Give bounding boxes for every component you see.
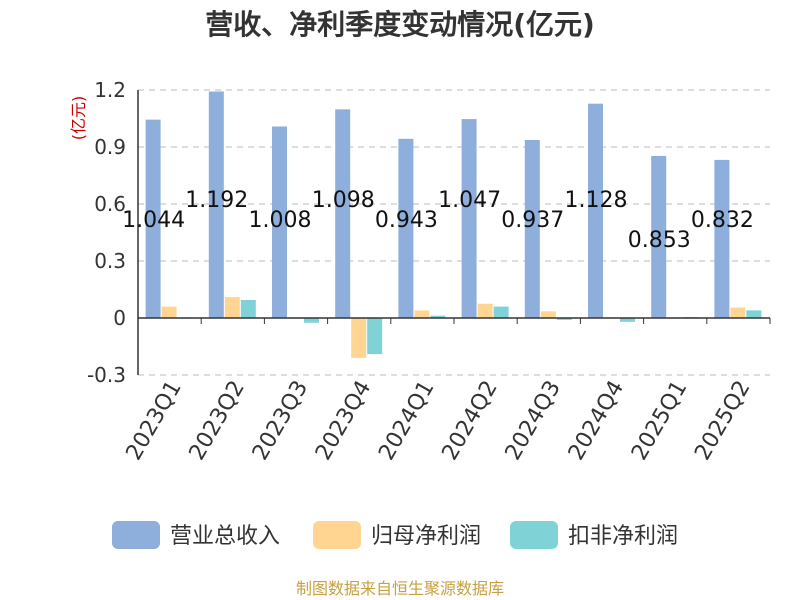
x-tick-label: 2023Q2	[185, 377, 250, 465]
data-label: 1.047	[438, 188, 501, 213]
legend-swatch	[112, 521, 160, 549]
x-tick-label: 2024Q4	[564, 377, 629, 465]
bar-1	[414, 310, 430, 318]
x-tick-label: 2024Q3	[501, 377, 566, 465]
data-label: 0.943	[375, 208, 438, 233]
bar-2	[430, 315, 446, 318]
x-tick-label: 2024Q2	[437, 376, 502, 464]
bar-0	[335, 109, 351, 318]
bar-0	[588, 103, 603, 319]
x-axis: 2023Q12023Q22023Q32023Q42024Q12024Q22024…	[121, 318, 771, 465]
chart-title: 营收、净利季度变动情况(亿元)	[205, 8, 595, 41]
bar-2	[746, 310, 762, 318]
data-labels: 1.0441.1921.0081.0980.9431.0470.9371.128…	[122, 188, 754, 253]
data-label: 1.128	[565, 188, 628, 213]
bar-2	[240, 299, 256, 318]
bar-1	[730, 307, 746, 318]
bar-1	[161, 306, 177, 318]
legend-swatch	[510, 521, 558, 549]
y-tick-label: 1.2	[94, 78, 126, 102]
bar-1	[224, 297, 240, 318]
x-tick-label: 2023Q1	[121, 377, 186, 465]
bar-1	[540, 311, 556, 318]
y-tick-label: 0	[113, 306, 126, 330]
legend-label: 扣非净利润	[568, 524, 678, 549]
x-tick-label: 2023Q3	[248, 377, 313, 465]
bar-2	[556, 318, 572, 320]
bars	[145, 91, 762, 358]
legend-swatch	[313, 521, 361, 549]
bar-1	[477, 303, 493, 318]
data-label: 1.098	[312, 188, 375, 213]
data-label: 1.044	[122, 208, 185, 233]
x-tick-label: 2023Q4	[311, 377, 376, 465]
bar-0	[145, 119, 161, 318]
data-label: 1.008	[249, 208, 312, 233]
bar-1	[351, 318, 367, 358]
data-label: 1.192	[185, 188, 248, 213]
bar-0	[524, 139, 540, 318]
bar-2	[620, 318, 635, 322]
bar-2	[304, 318, 319, 323]
bar-0	[208, 91, 224, 319]
legend-label: 营业总收入	[170, 524, 280, 549]
y-axis: -0.3 0 0.3 0.6 0.9 1.2	[87, 78, 126, 387]
data-label: 0.832	[691, 208, 754, 233]
x-tick-label: 2024Q1	[374, 377, 439, 465]
x-tick-label: 2025Q2	[690, 377, 755, 465]
bar-0	[651, 155, 667, 318]
y-unit-label: (亿元)	[69, 96, 88, 141]
x-tick-label: 2025Q1	[627, 377, 692, 465]
source-note: 制图数据来自恒生聚源数据库	[296, 579, 504, 598]
bar-0	[272, 126, 287, 318]
bar-0	[461, 119, 477, 318]
y-tick-label: -0.3	[87, 363, 126, 387]
y-tick-label: 0.3	[94, 249, 126, 273]
y-tick-label: 0.9	[94, 135, 126, 159]
bar-2	[367, 318, 383, 355]
bar-0	[714, 159, 730, 318]
bar-0	[398, 138, 414, 318]
legend-label: 归母净利润	[371, 524, 481, 549]
data-label: 0.937	[501, 208, 564, 233]
legend: 营业总收入 归母净利润 扣非净利润	[112, 521, 678, 549]
data-label: 0.853	[628, 228, 691, 253]
y-tick-label: 0.6	[94, 192, 126, 216]
bar-2	[493, 306, 509, 318]
